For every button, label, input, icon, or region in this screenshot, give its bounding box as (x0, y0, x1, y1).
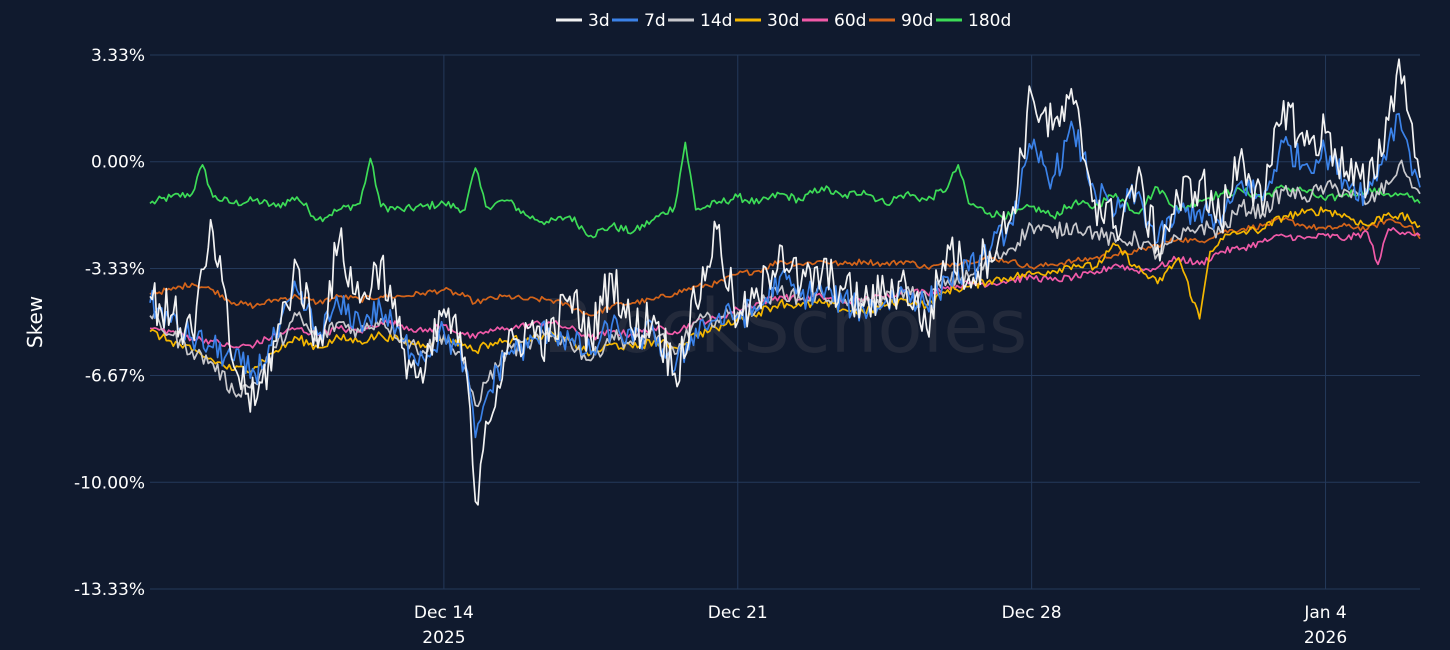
legend-label-14d: 14d (700, 11, 732, 31)
series-lines (149, 58, 1421, 506)
y-axis-title: Skew (23, 296, 47, 348)
legend-label-90d: 90d (901, 11, 933, 31)
x-tick-year-label: 2026 (1304, 628, 1347, 648)
legend-label-60d: 60d (834, 11, 866, 31)
x-axis-ticks: Dec 14 2025 Dec 21 Dec 28 Jan 4 2026 (414, 603, 1347, 648)
legend-label-30d: 30d (767, 11, 799, 31)
legend-label-7d: 7d (644, 11, 666, 31)
series-line-3d (149, 58, 1421, 506)
series-line-30d (149, 206, 1421, 374)
x-tick-label: Dec 14 (414, 603, 474, 623)
y-tick-label: -6.67% (85, 367, 145, 387)
x-tick-label: Jan 4 (1303, 603, 1346, 623)
series-line-180d (149, 141, 1421, 239)
series-line-60d (149, 227, 1421, 349)
legend-label-3d: 3d (588, 11, 610, 31)
legend: 3d 7d 14d 30d 60d 90d 180d (556, 11, 1011, 31)
y-tick-label: -10.00% (74, 473, 145, 493)
y-axis-ticks: 3.33% 0.00% -3.33% -6.67% -10.00% -13.33% (74, 46, 145, 600)
y-tick-label: -3.33% (85, 259, 145, 279)
x-tick-label: Dec 21 (708, 603, 768, 623)
x-tick-year-label: 2025 (422, 628, 465, 648)
y-tick-label: 3.33% (91, 46, 145, 66)
series-line-14d (149, 159, 1421, 408)
series-line-7d (149, 112, 1421, 439)
y-tick-label: 0.00% (91, 153, 145, 173)
x-tick-label: Dec 28 (1002, 603, 1062, 623)
y-tick-label: -13.33% (74, 580, 145, 600)
legend-label-180d: 180d (968, 11, 1011, 31)
